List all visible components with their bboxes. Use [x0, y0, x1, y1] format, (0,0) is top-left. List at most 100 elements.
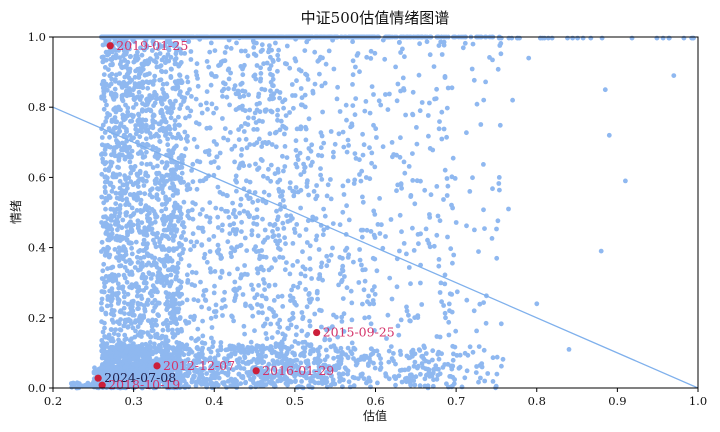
scatter-point: [194, 345, 200, 351]
scatter-point: [368, 56, 374, 61]
scatter-point: [178, 235, 184, 240]
scatter-point: [353, 96, 359, 101]
scatter-point: [169, 109, 175, 115]
scatter-point: [147, 192, 153, 198]
scatter-point: [109, 307, 115, 313]
scatter-point: [152, 349, 157, 354]
scatter-point: [253, 76, 259, 82]
scatter-point: [188, 57, 194, 62]
scatter-point: [276, 47, 281, 53]
scatter-point: [275, 68, 280, 74]
scatter-point: [284, 43, 290, 49]
scatter-point: [212, 269, 218, 274]
scatter-point: [229, 313, 235, 319]
scatter-point: [362, 278, 368, 284]
scatter-point: [279, 339, 285, 345]
scatter-point: [295, 284, 301, 290]
scatter-point: [140, 248, 146, 254]
scatter-point: [284, 61, 289, 67]
scatter-point: [352, 112, 358, 118]
scatter-point: [107, 73, 113, 79]
scatter-point: [191, 297, 197, 302]
scatter-point: [162, 97, 167, 102]
scatter-point: [340, 209, 346, 215]
scatter-point: [360, 131, 365, 137]
scatter-point: [157, 77, 163, 83]
scatter-point: [216, 247, 222, 253]
scatter-point: [236, 137, 242, 143]
scatter-point: [178, 102, 184, 108]
scatter-point: [213, 302, 219, 308]
scatter-point: [247, 163, 252, 169]
scatter-point: [99, 194, 105, 200]
scatter-point: [300, 249, 305, 255]
scatter-point: [349, 340, 355, 346]
scatter-point: [299, 328, 305, 334]
scatter-point: [173, 98, 178, 104]
scatter-point: [273, 144, 279, 150]
scatter-point: [144, 232, 150, 238]
scatter-point: [125, 231, 130, 237]
scatter-point: [183, 237, 189, 243]
scatter-point: [312, 49, 318, 55]
scatter-point: [340, 255, 345, 261]
scatter-point: [141, 348, 147, 354]
scatter-point: [307, 323, 313, 329]
scatter-point: [319, 177, 325, 182]
scatter-point: [145, 297, 151, 303]
scatter-point: [277, 317, 283, 323]
scatter-point: [141, 303, 147, 308]
scatter-point: [124, 199, 130, 205]
scatter-point: [232, 295, 238, 301]
scatter-point: [275, 241, 280, 247]
scatter-point: [344, 203, 349, 209]
scatter-point: [107, 273, 113, 279]
scatter-point: [222, 126, 228, 131]
scatter-point: [238, 202, 243, 208]
scatter-point: [108, 294, 114, 299]
scatter-point: [103, 310, 109, 316]
scatter-point: [130, 87, 136, 93]
scatter-point: [157, 51, 163, 56]
scatter-point: [212, 283, 217, 289]
scatter-point: [181, 352, 187, 358]
scatter-point: [321, 206, 326, 212]
scatter-point: [198, 279, 203, 285]
scatter-point: [250, 313, 256, 319]
scatter-point: [254, 222, 260, 227]
scatter-point: [154, 322, 160, 328]
scatter-point: [99, 171, 105, 177]
scatter-point: [122, 156, 128, 162]
scatter-point: [281, 105, 286, 111]
scatter-point: [176, 241, 182, 246]
scatter-point: [151, 92, 157, 98]
scatter-point: [201, 255, 207, 261]
scatter-point: [170, 238, 176, 243]
scatter-point: [283, 113, 289, 118]
scatter-point: [172, 118, 178, 123]
scatter-point: [211, 375, 216, 381]
scatter-point: [293, 161, 299, 167]
scatter-point: [163, 349, 169, 355]
scatter-point: [245, 122, 251, 127]
scatter-point: [294, 324, 299, 330]
scatter-point: [127, 133, 133, 138]
scatter-point: [203, 298, 209, 303]
scatter-point: [141, 183, 147, 188]
scatter-point: [193, 69, 199, 75]
scatter-point: [216, 165, 221, 171]
scatter-point: [255, 270, 261, 276]
scatter-point: [185, 213, 191, 219]
scatter-point: [136, 223, 141, 229]
scatter-point: [148, 334, 154, 340]
scatter-point: [404, 304, 409, 310]
scatter-point: [166, 148, 172, 153]
scatter-point: [277, 177, 283, 183]
scatter-point: [139, 52, 145, 58]
scatter-point: [276, 245, 281, 251]
scatter-point: [148, 134, 154, 140]
scatter-point: [242, 271, 248, 277]
scatter-point: [144, 72, 150, 77]
scatter-point: [154, 176, 159, 182]
